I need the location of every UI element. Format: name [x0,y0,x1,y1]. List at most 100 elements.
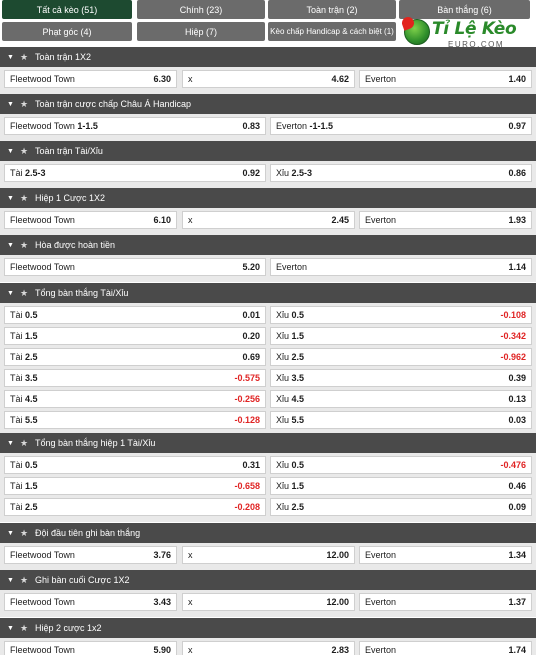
star-icon[interactable]: ★ [20,145,29,156]
odds-cell[interactable]: Xỉu 4.5 0.13 [270,390,532,408]
selection-label: Fleetwood Town [10,74,75,84]
odds-cell[interactable]: Tài 1.5 -0.658 [4,477,266,495]
odds-value: 0.13 [508,394,526,404]
odds-cell[interactable]: Tài 2.5 0.69 [4,348,266,366]
selection-name: Fleetwood Town [10,597,75,607]
odds-cell[interactable]: Tài 5.5 -0.128 [4,411,266,429]
selection-label: Xỉu 1.5 [276,331,304,341]
odds-cell[interactable]: Everton 1.14 [270,258,532,276]
caret-down-icon[interactable]: ▼ [7,147,14,155]
handicap-line: 5.5 [25,415,38,425]
star-icon[interactable]: ★ [20,437,29,448]
star-icon[interactable]: ★ [20,527,29,538]
caret-down-icon[interactable]: ▼ [7,439,14,447]
odds-cell[interactable]: x 12.00 [182,593,355,611]
odds-cell[interactable]: Xỉu 2.5 -0.962 [270,348,532,366]
odds-cell[interactable]: Xỉu 5.5 0.03 [270,411,532,429]
odds-cell[interactable]: Xỉu 0.5 -0.108 [270,306,532,324]
selection-name: x [188,645,193,655]
odds-cell[interactable]: x 2.45 [182,211,355,229]
odds-cell[interactable]: Xỉu 2.5-3 0.86 [270,164,532,182]
section-header[interactable]: ▼ ★ Đội đầu tiên ghi bàn thắng [0,523,536,543]
section-header[interactable]: ▼ ★ Toàn trận 1X2 [0,47,536,67]
star-icon[interactable]: ★ [20,51,29,62]
odds-cell[interactable]: Fleetwood Town 5.90 [4,641,177,655]
odds-cell[interactable]: Tài 2.5 -0.208 [4,498,266,516]
tab-corners[interactable]: Phạt góc (4) [2,22,132,41]
selection-label: Xỉu 0.5 [276,460,304,470]
odds-value: 12.00 [326,597,349,607]
odds-cell[interactable]: Fleetwood Town 3.43 [4,593,177,611]
tab-goals[interactable]: Bàn thắng (6) [399,0,530,19]
odds-value: 6.30 [153,74,171,84]
odds-cell[interactable]: Tài 0.5 0.31 [4,456,266,474]
odds-cell[interactable]: Fleetwood Town 5.20 [4,258,266,276]
odds-cell[interactable]: Xỉu 3.5 0.39 [270,369,532,387]
odds-cell[interactable]: x 4.62 [182,70,355,88]
caret-down-icon[interactable]: ▼ [7,624,14,632]
caret-down-icon[interactable]: ▼ [7,576,14,584]
section-header[interactable]: ▼ ★ Toàn trận cược chấp Châu Á Handicap [0,94,536,114]
odds-value: 1.93 [508,215,526,225]
caret-down-icon[interactable]: ▼ [7,194,14,202]
section-title: Toàn trận 1X2 [35,52,92,62]
odds-cell[interactable]: Fleetwood Town 3.76 [4,546,177,564]
section-header[interactable]: ▼ ★ Hòa được hoàn tiền [0,235,536,255]
odds-cell[interactable]: Tài 0.5 0.01 [4,306,266,324]
odds-value: 5.20 [242,262,260,272]
selection-name: Xỉu [276,352,290,362]
odds-cell[interactable]: Xỉu 0.5 -0.476 [270,456,532,474]
odds-value: 0.09 [508,502,526,512]
selection-name: Everton [365,550,397,560]
star-icon[interactable]: ★ [20,574,29,585]
star-icon[interactable]: ★ [20,98,29,109]
caret-down-icon[interactable]: ▼ [7,100,14,108]
tab-all-markets[interactable]: Tất cả kèo (51) [2,0,132,19]
odds-cell[interactable]: Everton 1.40 [359,70,532,88]
handicap-line: 1.5 [291,481,305,491]
tab-main[interactable]: Chính (23) [137,0,265,19]
odds-cell[interactable]: Fleetwood Town 6.30 [4,70,177,88]
section-header[interactable]: ▼ ★ Tổng bàn thắng Tài/Xỉu [0,283,536,303]
caret-down-icon[interactable]: ▼ [7,241,14,249]
odds-cell[interactable]: x 2.83 [182,641,355,655]
section-header[interactable]: ▼ ★ Toàn trận Tài/Xỉu [0,141,536,161]
section-header[interactable]: ▼ ★ Hiệp 2 cược 1x2 [0,618,536,638]
section-header[interactable]: ▼ ★ Hiệp 1 Cược 1X2 [0,188,536,208]
section-header[interactable]: ▼ ★ Ghi bàn cuối Cược 1X2 [0,570,536,590]
odds-cell[interactable]: Everton 1.74 [359,641,532,655]
selection-name: Xỉu [276,331,290,341]
caret-down-icon[interactable]: ▼ [7,53,14,61]
odds-cell[interactable]: Xỉu 1.5 -0.342 [270,327,532,345]
odds-cell[interactable]: Tài 4.5 -0.256 [4,390,266,408]
odds-cell[interactable]: Xỉu 1.5 0.46 [270,477,532,495]
odds-cell[interactable]: Xỉu 2.5 0.09 [270,498,532,516]
odds-cell[interactable]: Fleetwood Town 1-1.5 0.83 [4,117,266,135]
selection-label: x [188,74,193,84]
tab-full-match[interactable]: Toàn trận (2) [268,0,396,19]
star-icon[interactable]: ★ [20,192,29,203]
odds-cell[interactable]: Tài 2.5-3 0.92 [4,164,266,182]
selection-name: x [188,74,193,84]
selection-name: Tài [10,331,23,341]
tab-halves[interactable]: Hiệp (7) [137,22,265,41]
caret-down-icon[interactable]: ▼ [7,289,14,297]
odds-cell[interactable]: Tài 3.5 -0.575 [4,369,266,387]
odds-cell[interactable]: Everton -1-1.5 0.97 [270,117,532,135]
star-icon[interactable]: ★ [20,287,29,298]
star-icon[interactable]: ★ [20,622,29,633]
section-header[interactable]: ▼ ★ Tổng bàn thắng hiệp 1 Tài/Xỉu [0,433,536,453]
tab-handicap[interactable]: Kèo chấp Handicap & cách biệt (1) [268,22,396,41]
odds-cell[interactable]: x 12.00 [182,546,355,564]
selection-label: Everton [365,74,396,84]
odds-value: -0.962 [500,352,526,362]
odds-cell[interactable]: Tài 1.5 0.20 [4,327,266,345]
star-icon[interactable]: ★ [20,239,29,250]
odds-cell[interactable]: Everton 1.93 [359,211,532,229]
section-title: Hiệp 1 Cược 1X2 [35,193,105,203]
site-logo[interactable]: Tỉ Lệ Kèo EURO.COM [400,15,532,53]
odds-cell[interactable]: Everton 1.37 [359,593,532,611]
caret-down-icon[interactable]: ▼ [7,529,14,537]
odds-cell[interactable]: Everton 1.34 [359,546,532,564]
odds-cell[interactable]: Fleetwood Town 6.10 [4,211,177,229]
